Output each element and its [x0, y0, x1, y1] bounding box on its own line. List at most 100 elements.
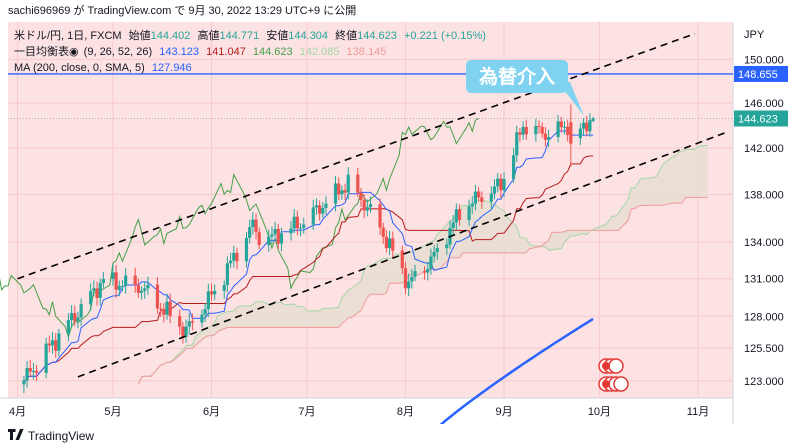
candle-10: [66, 313, 71, 342]
candle-118: [543, 126, 547, 147]
candle-body-82: [384, 236, 388, 249]
candle-body-53: [254, 219, 258, 233]
candle-74: [346, 167, 350, 200]
candle-body-117: [540, 126, 544, 134]
legend-close-label: 終値: [335, 28, 357, 42]
candle-body-102: [473, 191, 478, 204]
candle-body-99: [457, 209, 462, 221]
candle-94: [435, 243, 439, 260]
hline-badge-bg: [734, 65, 788, 82]
legend-row-ma: MA (200, close, 0, SMA, 5) 127.946: [14, 62, 192, 74]
candle-75: [356, 167, 360, 197]
candle-66: [314, 198, 319, 215]
event-flag-icon-top-ring-2: [608, 358, 624, 374]
candle-32: [162, 303, 166, 323]
candle-97: [451, 214, 455, 235]
candle-body-44: [213, 290, 217, 295]
candle-29: [146, 276, 150, 295]
candle-body-87: [407, 281, 411, 289]
candle-body-21: [114, 272, 118, 290]
candle-body-85: [400, 250, 404, 269]
candle-65: [311, 199, 315, 231]
candle-77: [362, 194, 366, 219]
candle-127: [585, 116, 589, 137]
candle-24: [124, 267, 128, 294]
candle-39: [190, 313, 195, 331]
candle-47: [228, 252, 233, 269]
candle-body-61: [292, 216, 296, 229]
candle-49: [235, 247, 239, 270]
candle-body-103: [477, 191, 481, 198]
candle-body-76: [359, 192, 363, 200]
candle-body-13: [76, 317, 80, 322]
y-tick-label-8: 150.000: [744, 54, 784, 66]
candle-119: [546, 129, 551, 148]
legend-kijun: 141.047: [206, 46, 246, 58]
candle-21: [114, 264, 118, 298]
candle-body-80: [378, 204, 382, 228]
candle-body-7: [50, 340, 55, 346]
candle-55: [267, 229, 271, 252]
candle-body-128: [588, 120, 592, 132]
legend-span-a: 142.085: [300, 46, 340, 58]
candle-body-86: [403, 268, 408, 289]
legend-ichimoku-name: 一目均衡表: [14, 44, 69, 58]
candle-body-37: [184, 326, 188, 337]
candle-115: [534, 118, 538, 142]
candle-113: [521, 121, 525, 140]
candle-body-51: [248, 227, 252, 238]
candle-body-38: [187, 321, 191, 327]
candle-50: [244, 232, 249, 268]
candle-46: [225, 256, 230, 293]
candle-body-32: [162, 308, 166, 315]
last-price-badge-bg: [734, 110, 788, 127]
candle-body-0: [22, 380, 26, 385]
candle-19: [101, 272, 105, 288]
candle-84: [391, 231, 395, 259]
candle-30: [155, 277, 160, 314]
candle-9: [57, 328, 61, 357]
candle-110: [511, 147, 516, 184]
candle-7: [50, 331, 55, 354]
candle-45: [222, 280, 226, 299]
candle-3: [31, 362, 36, 380]
candle-128: [588, 112, 592, 137]
candle-body-35: [178, 316, 182, 327]
candle-68: [321, 202, 325, 219]
candle-16: [92, 280, 96, 297]
candle-body-63: [298, 227, 303, 229]
price-chart[interactable]: 123.000 125.500 128.000 131.000 134.000 138.0…: [0, 22, 800, 424]
legend: 米ドル/円, 1日, FXCM 始値144.402 高値144.771 安値14…: [14, 28, 486, 74]
candle-95: [445, 238, 449, 256]
candle-2: [28, 359, 32, 377]
event-flag-icon-bottom-dot: [602, 380, 610, 388]
x-tick-label-6: 10月: [588, 406, 611, 418]
candle-body-108: [499, 178, 503, 191]
candle-body-113: [521, 126, 525, 135]
candle-body-39: [190, 321, 195, 323]
candle-body-50: [244, 237, 249, 262]
candle-body-18: [98, 282, 102, 298]
candle-body-120: [556, 121, 560, 138]
candle-62: [295, 210, 299, 236]
chikou-line: [0, 118, 479, 339]
legend-low: 144.304: [288, 30, 328, 42]
candle-body-12: [73, 313, 77, 322]
candle-99: [457, 204, 462, 226]
candle-body-55: [267, 236, 271, 245]
candle-11: [69, 305, 74, 328]
candle-48: [232, 245, 236, 268]
candle-body-48: [232, 252, 236, 261]
candle-98: [454, 203, 458, 231]
candle-44: [213, 284, 217, 300]
candle-body-126: [581, 122, 586, 129]
x-tick-label-4: 8月: [397, 406, 414, 418]
candle-23: [120, 280, 125, 292]
trend-channel: [17, 32, 727, 378]
y-tick-label-4: 134.000: [744, 237, 784, 249]
candle-body-52: [251, 219, 255, 228]
legend-high-label: 高値: [197, 28, 219, 42]
candle-body-3: [31, 370, 36, 372]
y-tick-label-0: 123.000: [744, 376, 784, 388]
x-tick-label-7: 11月: [687, 406, 709, 418]
